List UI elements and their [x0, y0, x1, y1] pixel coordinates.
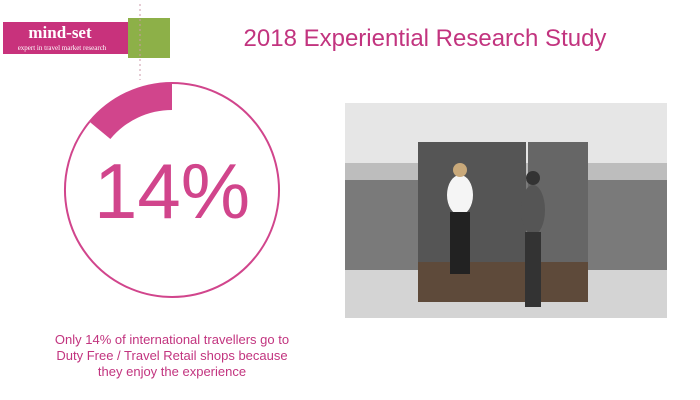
donut-segment	[88, 82, 172, 140]
caption-line: Only 14% of international travellers go …	[55, 332, 289, 347]
caption-line: they enjoy the experience	[98, 364, 246, 379]
logo-tagline: expert in travel market research	[18, 44, 107, 52]
caption-line: Duty Free / Travel Retail shops because	[56, 348, 287, 363]
donut-center-label: 14%	[94, 147, 250, 235]
donut-remainder	[64, 82, 280, 298]
slide-title: 2018 Experiential Research Study	[244, 25, 607, 52]
photo	[345, 103, 667, 318]
logo-name: mind-set	[28, 23, 92, 42]
logo-pink-block	[3, 22, 128, 54]
logo-green-block	[128, 18, 170, 58]
